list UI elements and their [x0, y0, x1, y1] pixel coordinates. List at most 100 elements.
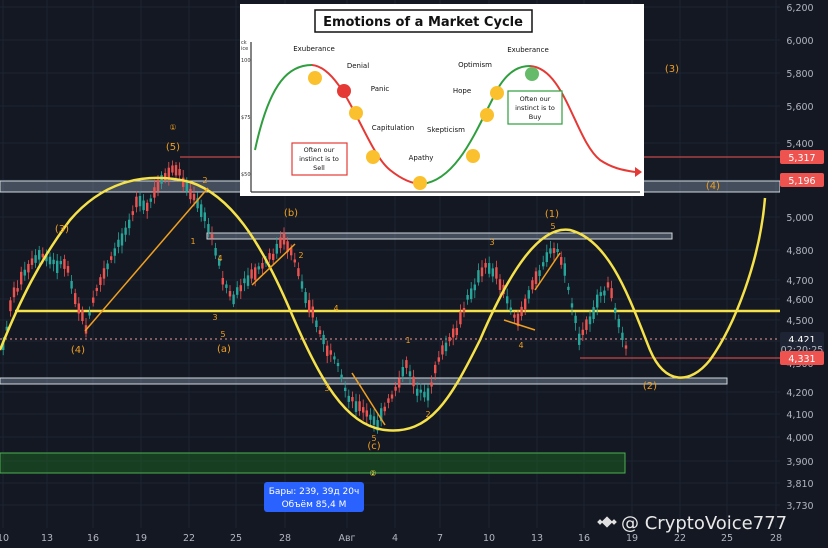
- candle-body: [38, 250, 41, 260]
- candle-body: [311, 306, 314, 318]
- candle-body: [624, 345, 628, 349]
- candle-body: [498, 279, 502, 290]
- candle-body: [365, 410, 368, 417]
- candle-body: [556, 248, 559, 253]
- candle-body: [423, 391, 426, 398]
- candle-body: [585, 319, 588, 330]
- buy-instinct-box: [507, 90, 563, 125]
- price-tick-label: 3,730: [786, 501, 813, 512]
- time-tick-label: 28: [279, 533, 291, 544]
- candle-body: [326, 345, 329, 356]
- candle-body: [315, 320, 318, 328]
- time-tick-label: 13: [531, 533, 543, 544]
- price-tick-label: 4,500: [786, 316, 813, 327]
- candle-body: [178, 168, 181, 176]
- candle-body: [369, 414, 372, 420]
- candle-body: [261, 262, 264, 269]
- candle-body: [203, 212, 206, 222]
- candle-body: [92, 297, 95, 303]
- candle-body: [70, 280, 73, 289]
- candle-body: [95, 288, 98, 292]
- candle-body: [495, 267, 498, 279]
- price-tick-label: 4,000: [786, 433, 813, 444]
- candle-body: [592, 307, 595, 319]
- candle-body: [196, 198, 199, 209]
- candle-body: [552, 248, 556, 254]
- candle-body: [174, 165, 178, 176]
- price-tick-label: 5,600: [786, 102, 813, 113]
- candle-body: [279, 237, 282, 249]
- apathy-face-icon: [413, 176, 427, 190]
- candle-body: [48, 256, 52, 265]
- candle-body: [113, 248, 116, 256]
- candle-body: [232, 294, 235, 305]
- candle-body: [146, 202, 149, 212]
- stage-denial: Denial: [347, 62, 369, 70]
- price-tick-label: 4,200: [786, 388, 813, 399]
- stage-skepticism: Skepticism: [427, 126, 465, 134]
- candle-body: [106, 263, 109, 270]
- candle-body: [9, 300, 12, 312]
- candle-body: [124, 227, 127, 235]
- stage-panic: Panic: [371, 85, 390, 93]
- buy-box-line2: instinct is to: [515, 104, 555, 112]
- wave-label-w-5c: 5: [550, 222, 555, 231]
- time-tick-label: 25: [230, 533, 242, 544]
- candle-body: [308, 300, 311, 313]
- candle-body: [426, 388, 430, 401]
- candle-body: [329, 350, 332, 355]
- candle-body: [268, 253, 271, 260]
- candle-body: [56, 260, 59, 273]
- candle-body: [304, 292, 307, 304]
- buy-box-line3: Buy: [529, 113, 542, 121]
- price-tick-label: 5,000: [786, 213, 813, 224]
- stage-apathy: Apathy: [409, 154, 434, 162]
- candle-body: [606, 282, 610, 288]
- candle-body: [383, 406, 386, 412]
- price-axis: [780, 0, 828, 548]
- resistance-zone-b: [206, 232, 673, 240]
- time-tick-label: 7: [437, 533, 443, 544]
- candle-body: [545, 252, 548, 263]
- candle-body: [477, 270, 480, 283]
- candle-body: [120, 233, 124, 246]
- inset-curve-fall1: [311, 64, 423, 185]
- elliott-wave-labels: ①(5)(3)(4)21435(a)(b)2435(c)②12345(1)(2)…: [55, 64, 720, 478]
- wave-label-w-4a: 4: [217, 254, 222, 263]
- price-tick-label: 3,900: [786, 457, 813, 468]
- candlesticks: [2, 160, 628, 434]
- candle-body: [99, 277, 102, 285]
- wave-label-w-circ1: ①: [169, 123, 176, 132]
- candle-body: [250, 269, 253, 279]
- price-tick-label: 4,100: [786, 410, 813, 421]
- candle-body: [488, 263, 491, 274]
- price-tick-label: 5,400: [786, 139, 813, 150]
- candle-body: [239, 285, 242, 292]
- candle-body: [470, 288, 473, 300]
- candle-body: [412, 376, 415, 387]
- candle-body: [41, 253, 44, 258]
- candle-body: [81, 309, 84, 322]
- bar-info-line1: Бары: 239, 39д 20ч: [269, 487, 360, 497]
- candle-body: [336, 362, 340, 367]
- candle-body: [387, 398, 390, 403]
- candle-body: [236, 287, 239, 295]
- candle-body: [142, 200, 145, 211]
- hope-face-icon: [480, 108, 494, 122]
- candle-body: [560, 257, 563, 265]
- yellow-cycle-curve: [0, 176, 767, 432]
- stage-hope: Hope: [453, 87, 471, 95]
- candle-body: [347, 395, 350, 402]
- wave-label-w-5p: (5): [166, 142, 180, 153]
- capitulation-face-icon: [366, 150, 380, 164]
- candle-body: [484, 262, 487, 268]
- candle-body: [149, 198, 152, 202]
- candle-body: [459, 311, 462, 325]
- candle-body: [354, 401, 358, 412]
- candle-body: [34, 255, 37, 263]
- candle-body: [538, 270, 541, 276]
- wave-label-w-3b: 3: [324, 384, 329, 393]
- candle-body: [441, 345, 444, 355]
- inset-axis-100: 100: [241, 58, 251, 64]
- candle-body: [574, 315, 577, 324]
